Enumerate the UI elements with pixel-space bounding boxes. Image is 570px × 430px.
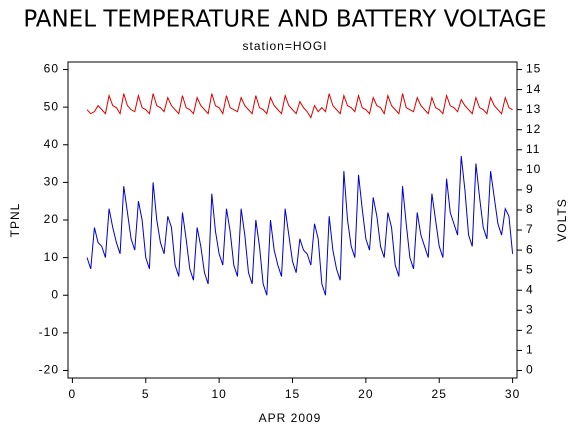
y-tick-label: -10 — [39, 325, 59, 339]
y-tick-label: 40 — [44, 137, 59, 151]
y-tick-label: -20 — [39, 363, 59, 377]
y2-tick-label: 1 — [526, 343, 534, 357]
y2-tick-label: 10 — [526, 162, 541, 176]
y2-tick-label: 4 — [526, 282, 534, 296]
y2-tick-label: 9 — [526, 182, 534, 196]
y2-tick-label: 11 — [526, 142, 540, 156]
y2-tick-label: 6 — [526, 242, 534, 256]
data-line — [86, 93, 513, 119]
y-tick-label: 30 — [44, 175, 59, 189]
x-tick-label: 0 — [69, 387, 77, 401]
y2-tick-label: 5 — [526, 262, 534, 276]
y2-tick-label: 3 — [526, 302, 534, 316]
y2-axis-label: VOLTS — [555, 198, 569, 241]
y-tick-label: 50 — [44, 99, 59, 113]
y2-tick-label: 0 — [526, 363, 534, 377]
y2-tick-label: 12 — [526, 122, 541, 136]
y-tick-label: 20 — [44, 212, 59, 226]
chart-subtitle: station=HOGI — [242, 39, 327, 53]
y2-tick-label: 14 — [526, 82, 541, 96]
x-tick-label: 5 — [142, 387, 150, 401]
x-tick-label: 15 — [285, 387, 300, 401]
x-tick-label: 30 — [505, 387, 520, 401]
chart-title: PANEL TEMPERATURE AND BATTERY VOLTAGE — [23, 7, 546, 33]
data-line — [86, 155, 514, 296]
y2-tick-label: 2 — [526, 323, 534, 337]
y-tick-label: 0 — [51, 287, 59, 301]
y-axis-label: TPNL — [8, 203, 22, 238]
y2-tick-label: 8 — [526, 202, 534, 216]
x-tick-label: 10 — [211, 387, 226, 401]
y2-tick-label: 15 — [526, 62, 541, 76]
x-tick-label: 25 — [432, 387, 447, 401]
y-tick-label: 60 — [44, 62, 59, 76]
x-tick-label: 20 — [358, 387, 373, 401]
y2-tick-label: 7 — [526, 222, 534, 236]
x-axis-label: APR 2009 — [259, 411, 322, 425]
y2-tick-label: 13 — [526, 102, 541, 116]
y-tick-label: 10 — [44, 250, 59, 264]
